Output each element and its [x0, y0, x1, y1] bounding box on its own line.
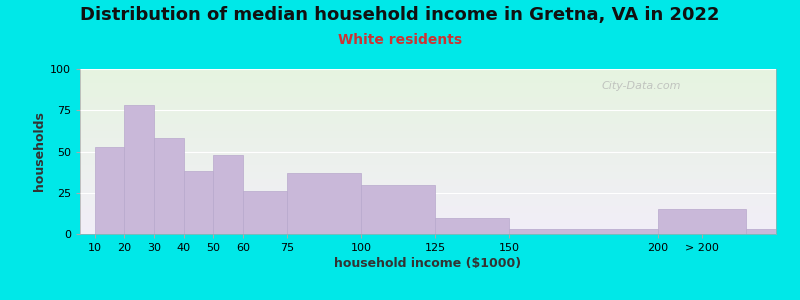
Y-axis label: households: households — [33, 112, 46, 191]
Bar — [658, 209, 746, 234]
Bar — [362, 184, 435, 234]
Bar — [243, 191, 287, 234]
Bar — [214, 155, 243, 234]
Bar — [154, 138, 184, 234]
Bar — [435, 218, 510, 234]
Bar — [746, 229, 776, 234]
Bar — [184, 171, 214, 234]
Text: White residents: White residents — [338, 33, 462, 47]
Bar — [95, 147, 125, 234]
Bar — [287, 173, 362, 234]
Bar — [510, 229, 658, 234]
Bar — [125, 105, 154, 234]
Text: Distribution of median household income in Gretna, VA in 2022: Distribution of median household income … — [80, 6, 720, 24]
X-axis label: household income ($1000): household income ($1000) — [334, 257, 522, 270]
Text: City-Data.com: City-Data.com — [602, 80, 682, 91]
